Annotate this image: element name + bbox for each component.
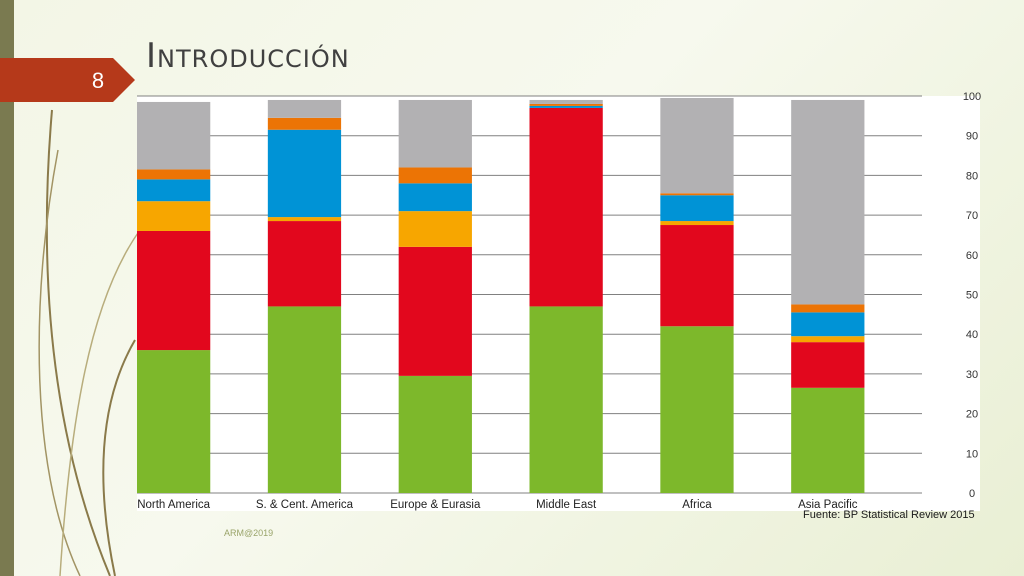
x-category-label: North America bbox=[137, 499, 210, 511]
bar-segment bbox=[529, 107, 603, 307]
slide-number: 8 bbox=[91, 68, 105, 93]
x-category-label: Asia Pacific bbox=[798, 499, 858, 511]
bar-segment bbox=[267, 117, 342, 130]
bar-segment bbox=[137, 169, 211, 180]
bar-segment bbox=[267, 306, 342, 493]
bar-segment bbox=[791, 312, 865, 337]
source-note: Fuente: BP Statistical Review 2015 bbox=[803, 509, 975, 521]
y-tick-label: 70 bbox=[966, 210, 978, 222]
bar-segment bbox=[398, 211, 472, 247]
bar-segment bbox=[529, 99, 603, 104]
decorative-lines bbox=[38, 109, 141, 576]
bar-segment bbox=[267, 99, 342, 118]
bar-segment bbox=[398, 375, 472, 493]
bar-segment bbox=[791, 304, 865, 313]
bar-segment bbox=[791, 387, 865, 493]
bar-segment bbox=[529, 306, 603, 493]
bar-segment bbox=[529, 105, 603, 108]
y-tick-label: 0 bbox=[969, 488, 975, 500]
bar-segment bbox=[137, 179, 211, 202]
bar-segment bbox=[660, 221, 734, 226]
slide-title: Introducción bbox=[146, 36, 350, 76]
bar-segment bbox=[267, 129, 342, 218]
y-tick-label: 60 bbox=[966, 250, 978, 262]
y-tick-label: 50 bbox=[966, 290, 978, 302]
bar-segment bbox=[791, 336, 865, 343]
bar-segment bbox=[267, 217, 342, 222]
bar-segment bbox=[660, 195, 734, 222]
bar-segment bbox=[398, 246, 472, 376]
bar-segment bbox=[137, 350, 211, 493]
bar-segment bbox=[398, 99, 472, 168]
y-tick-label: 90 bbox=[966, 131, 978, 143]
bar-segment bbox=[660, 326, 734, 493]
y-tick-label: 30 bbox=[966, 369, 978, 381]
bar-segment bbox=[529, 103, 603, 106]
footer-text: ARM@2019 bbox=[224, 528, 274, 538]
bar-segment bbox=[398, 167, 472, 184]
y-tick-label: 20 bbox=[966, 409, 978, 421]
bar-segment bbox=[137, 230, 211, 351]
bar-segment bbox=[660, 97, 734, 194]
left-accent-bar bbox=[0, 0, 14, 576]
bar-segment bbox=[791, 99, 865, 305]
x-category-label: Europe & Eurasia bbox=[390, 499, 481, 511]
bar-segment bbox=[791, 342, 865, 388]
slide-number-tab bbox=[0, 58, 135, 102]
bar-segment bbox=[137, 201, 211, 231]
y-tick-label: 40 bbox=[966, 329, 978, 341]
bar-segment bbox=[137, 101, 211, 170]
bar-segment bbox=[660, 193, 734, 196]
y-tick-label: 10 bbox=[966, 448, 978, 460]
y-tick-label: 80 bbox=[966, 170, 978, 182]
bar-segment bbox=[267, 221, 342, 307]
x-category-label: S. & Cent. America bbox=[256, 499, 354, 511]
y-tick-label: 100 bbox=[963, 91, 981, 103]
x-category-label: Africa bbox=[682, 499, 712, 511]
x-category-label: Middle East bbox=[536, 499, 597, 511]
bar-segment bbox=[398, 183, 472, 212]
bar-segment bbox=[660, 225, 734, 327]
